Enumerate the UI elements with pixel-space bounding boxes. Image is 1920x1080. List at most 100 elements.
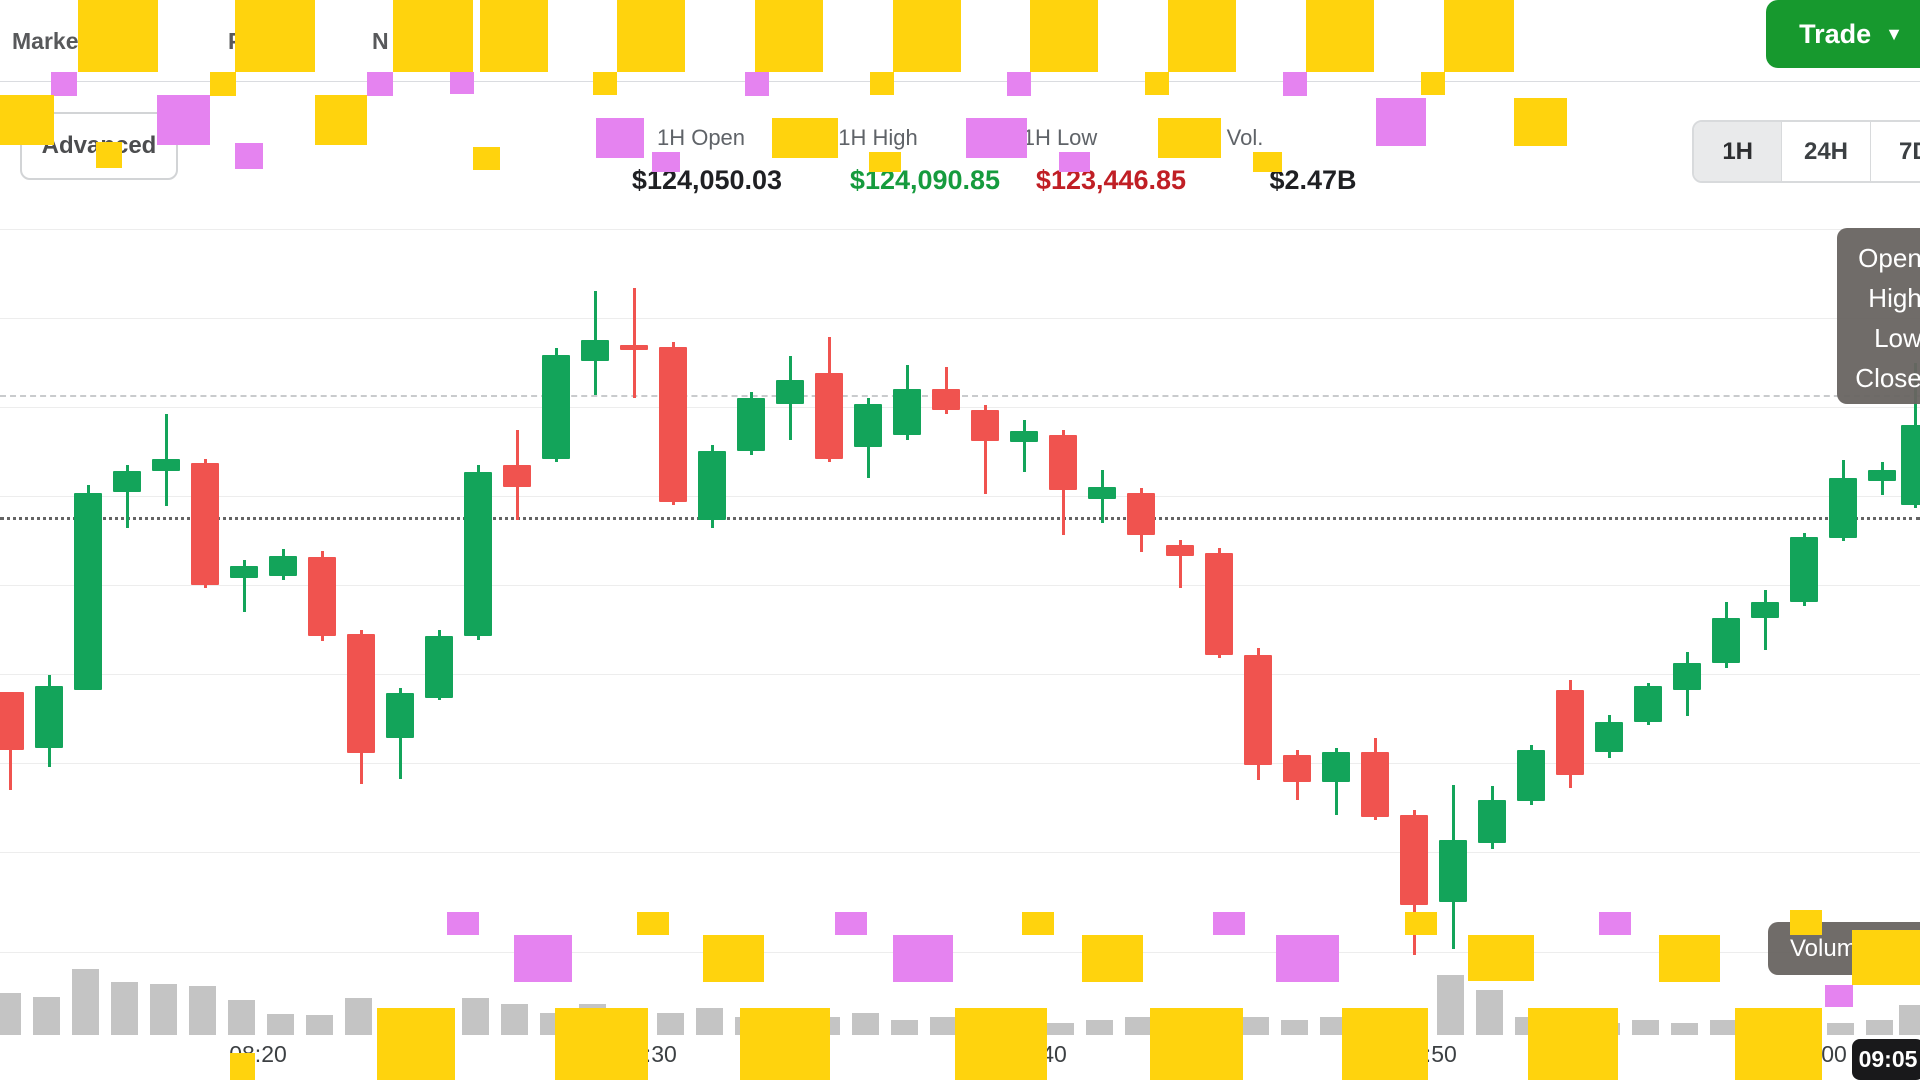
candlestick[interactable] bbox=[1400, 815, 1428, 905]
candlestick[interactable] bbox=[776, 380, 804, 404]
candlestick[interactable] bbox=[1205, 553, 1233, 655]
volume-bar[interactable] bbox=[1671, 1023, 1698, 1035]
nav-item-markets[interactable]: Market bbox=[12, 28, 87, 54]
volume-bar[interactable] bbox=[0, 993, 21, 1035]
occlusion-block bbox=[78, 0, 158, 72]
trade-button[interactable]: Trade ▼ bbox=[1766, 0, 1920, 68]
occlusion-block bbox=[1790, 910, 1822, 935]
candlestick[interactable] bbox=[1751, 602, 1779, 618]
occlusion-block bbox=[617, 0, 685, 72]
candlestick[interactable] bbox=[1088, 487, 1116, 499]
volume-bar[interactable] bbox=[1710, 1020, 1737, 1035]
candlestick[interactable] bbox=[1712, 618, 1740, 663]
candlestick[interactable] bbox=[269, 556, 297, 576]
candlestick[interactable] bbox=[1166, 545, 1194, 556]
candlestick[interactable] bbox=[35, 686, 63, 748]
candlestick[interactable] bbox=[347, 634, 375, 753]
candlestick[interactable] bbox=[503, 465, 531, 487]
volume-bar[interactable] bbox=[1242, 1017, 1269, 1035]
candlestick[interactable] bbox=[893, 389, 921, 435]
occlusion-block bbox=[210, 72, 236, 96]
volume-bar[interactable] bbox=[1632, 1020, 1659, 1035]
candlestick[interactable] bbox=[1361, 752, 1389, 817]
volume-bar[interactable] bbox=[1476, 990, 1503, 1035]
candlestick[interactable] bbox=[1790, 537, 1818, 602]
candlestick[interactable] bbox=[464, 472, 492, 636]
volume-bar[interactable] bbox=[852, 1013, 879, 1035]
candlestick[interactable] bbox=[1556, 690, 1584, 775]
candlestick[interactable] bbox=[1673, 663, 1701, 690]
occlusion-block bbox=[514, 935, 572, 982]
candlestick[interactable] bbox=[230, 566, 258, 578]
candlestick[interactable] bbox=[1517, 750, 1545, 801]
volume-bar[interactable] bbox=[33, 997, 60, 1035]
candlestick[interactable] bbox=[74, 493, 102, 690]
chevron-down-icon: ▼ bbox=[1885, 24, 1903, 44]
candlestick[interactable] bbox=[425, 636, 453, 698]
candlestick[interactable] bbox=[1595, 722, 1623, 752]
volume-bar[interactable] bbox=[1827, 1023, 1854, 1035]
volume-bar[interactable] bbox=[1281, 1020, 1308, 1035]
candlestick[interactable] bbox=[542, 355, 570, 459]
candlestick[interactable] bbox=[1868, 470, 1896, 481]
volume-bar[interactable] bbox=[1047, 1023, 1074, 1035]
candlestick[interactable] bbox=[1829, 478, 1857, 538]
candlestick[interactable] bbox=[1049, 435, 1077, 490]
candlestick[interactable] bbox=[1439, 840, 1467, 902]
candlestick[interactable] bbox=[1634, 686, 1662, 722]
volume-bar[interactable] bbox=[462, 998, 489, 1035]
candlestick[interactable] bbox=[1478, 800, 1506, 843]
candlestick[interactable] bbox=[581, 340, 609, 361]
candlestick[interactable] bbox=[620, 345, 648, 350]
volume-bar[interactable] bbox=[228, 1000, 255, 1035]
candlestick[interactable] bbox=[1127, 493, 1155, 535]
candlestick[interactable] bbox=[737, 398, 765, 451]
candlestick[interactable] bbox=[698, 451, 726, 520]
candlestick[interactable] bbox=[659, 347, 687, 502]
candlestick[interactable] bbox=[191, 463, 219, 585]
volume-bar[interactable] bbox=[267, 1014, 294, 1035]
candlestick[interactable] bbox=[1010, 431, 1038, 442]
volume-bar[interactable] bbox=[657, 1013, 684, 1035]
gridline bbox=[0, 585, 1920, 586]
candlestick[interactable] bbox=[815, 373, 843, 459]
volume-bar[interactable] bbox=[111, 982, 138, 1035]
candlestick[interactable] bbox=[1244, 655, 1272, 765]
volume-bar[interactable] bbox=[345, 998, 372, 1035]
candlestick[interactable] bbox=[1283, 755, 1311, 782]
volume-bar[interactable] bbox=[1866, 1020, 1893, 1035]
occlusion-block bbox=[740, 1008, 830, 1080]
volume-bar[interactable] bbox=[1437, 975, 1464, 1035]
candlestick[interactable] bbox=[971, 410, 999, 441]
nav-item-n[interactable]: N bbox=[372, 28, 389, 54]
timeframe-24h[interactable]: 24H bbox=[1782, 122, 1871, 181]
volume-bar[interactable] bbox=[1086, 1020, 1113, 1035]
volume-bar[interactable] bbox=[72, 969, 99, 1035]
occlusion-block bbox=[393, 0, 473, 72]
candlestick[interactable] bbox=[308, 557, 336, 636]
volume-bar[interactable] bbox=[306, 1015, 333, 1035]
candlestick[interactable] bbox=[932, 389, 960, 410]
volume-bar[interactable] bbox=[696, 1008, 723, 1035]
candlestick[interactable] bbox=[1901, 425, 1920, 505]
occlusion-block bbox=[745, 72, 769, 96]
candlestick[interactable] bbox=[113, 471, 141, 492]
occlusion-block bbox=[1007, 72, 1031, 96]
candlestick[interactable] bbox=[386, 693, 414, 738]
stat-label-1h-open: 1H Open bbox=[656, 125, 746, 150]
candlestick[interactable] bbox=[152, 459, 180, 471]
candlestick[interactable] bbox=[1322, 752, 1350, 782]
volume-bar[interactable] bbox=[501, 1004, 528, 1035]
volume-bar[interactable] bbox=[1320, 1017, 1347, 1035]
timeframe-1h[interactable]: 1H bbox=[1694, 122, 1783, 181]
volume-bar[interactable] bbox=[891, 1020, 918, 1035]
occlusion-block bbox=[893, 0, 961, 72]
timeframe-7d[interactable]: 7D bbox=[1898, 137, 1920, 165]
volume-bar[interactable] bbox=[930, 1017, 957, 1035]
volume-bar[interactable] bbox=[1899, 1005, 1920, 1035]
volume-bar[interactable] bbox=[150, 984, 177, 1035]
volume-bar[interactable] bbox=[1125, 1017, 1152, 1035]
candlestick[interactable] bbox=[0, 692, 24, 750]
volume-bar[interactable] bbox=[189, 986, 216, 1035]
candlestick[interactable] bbox=[854, 404, 882, 447]
